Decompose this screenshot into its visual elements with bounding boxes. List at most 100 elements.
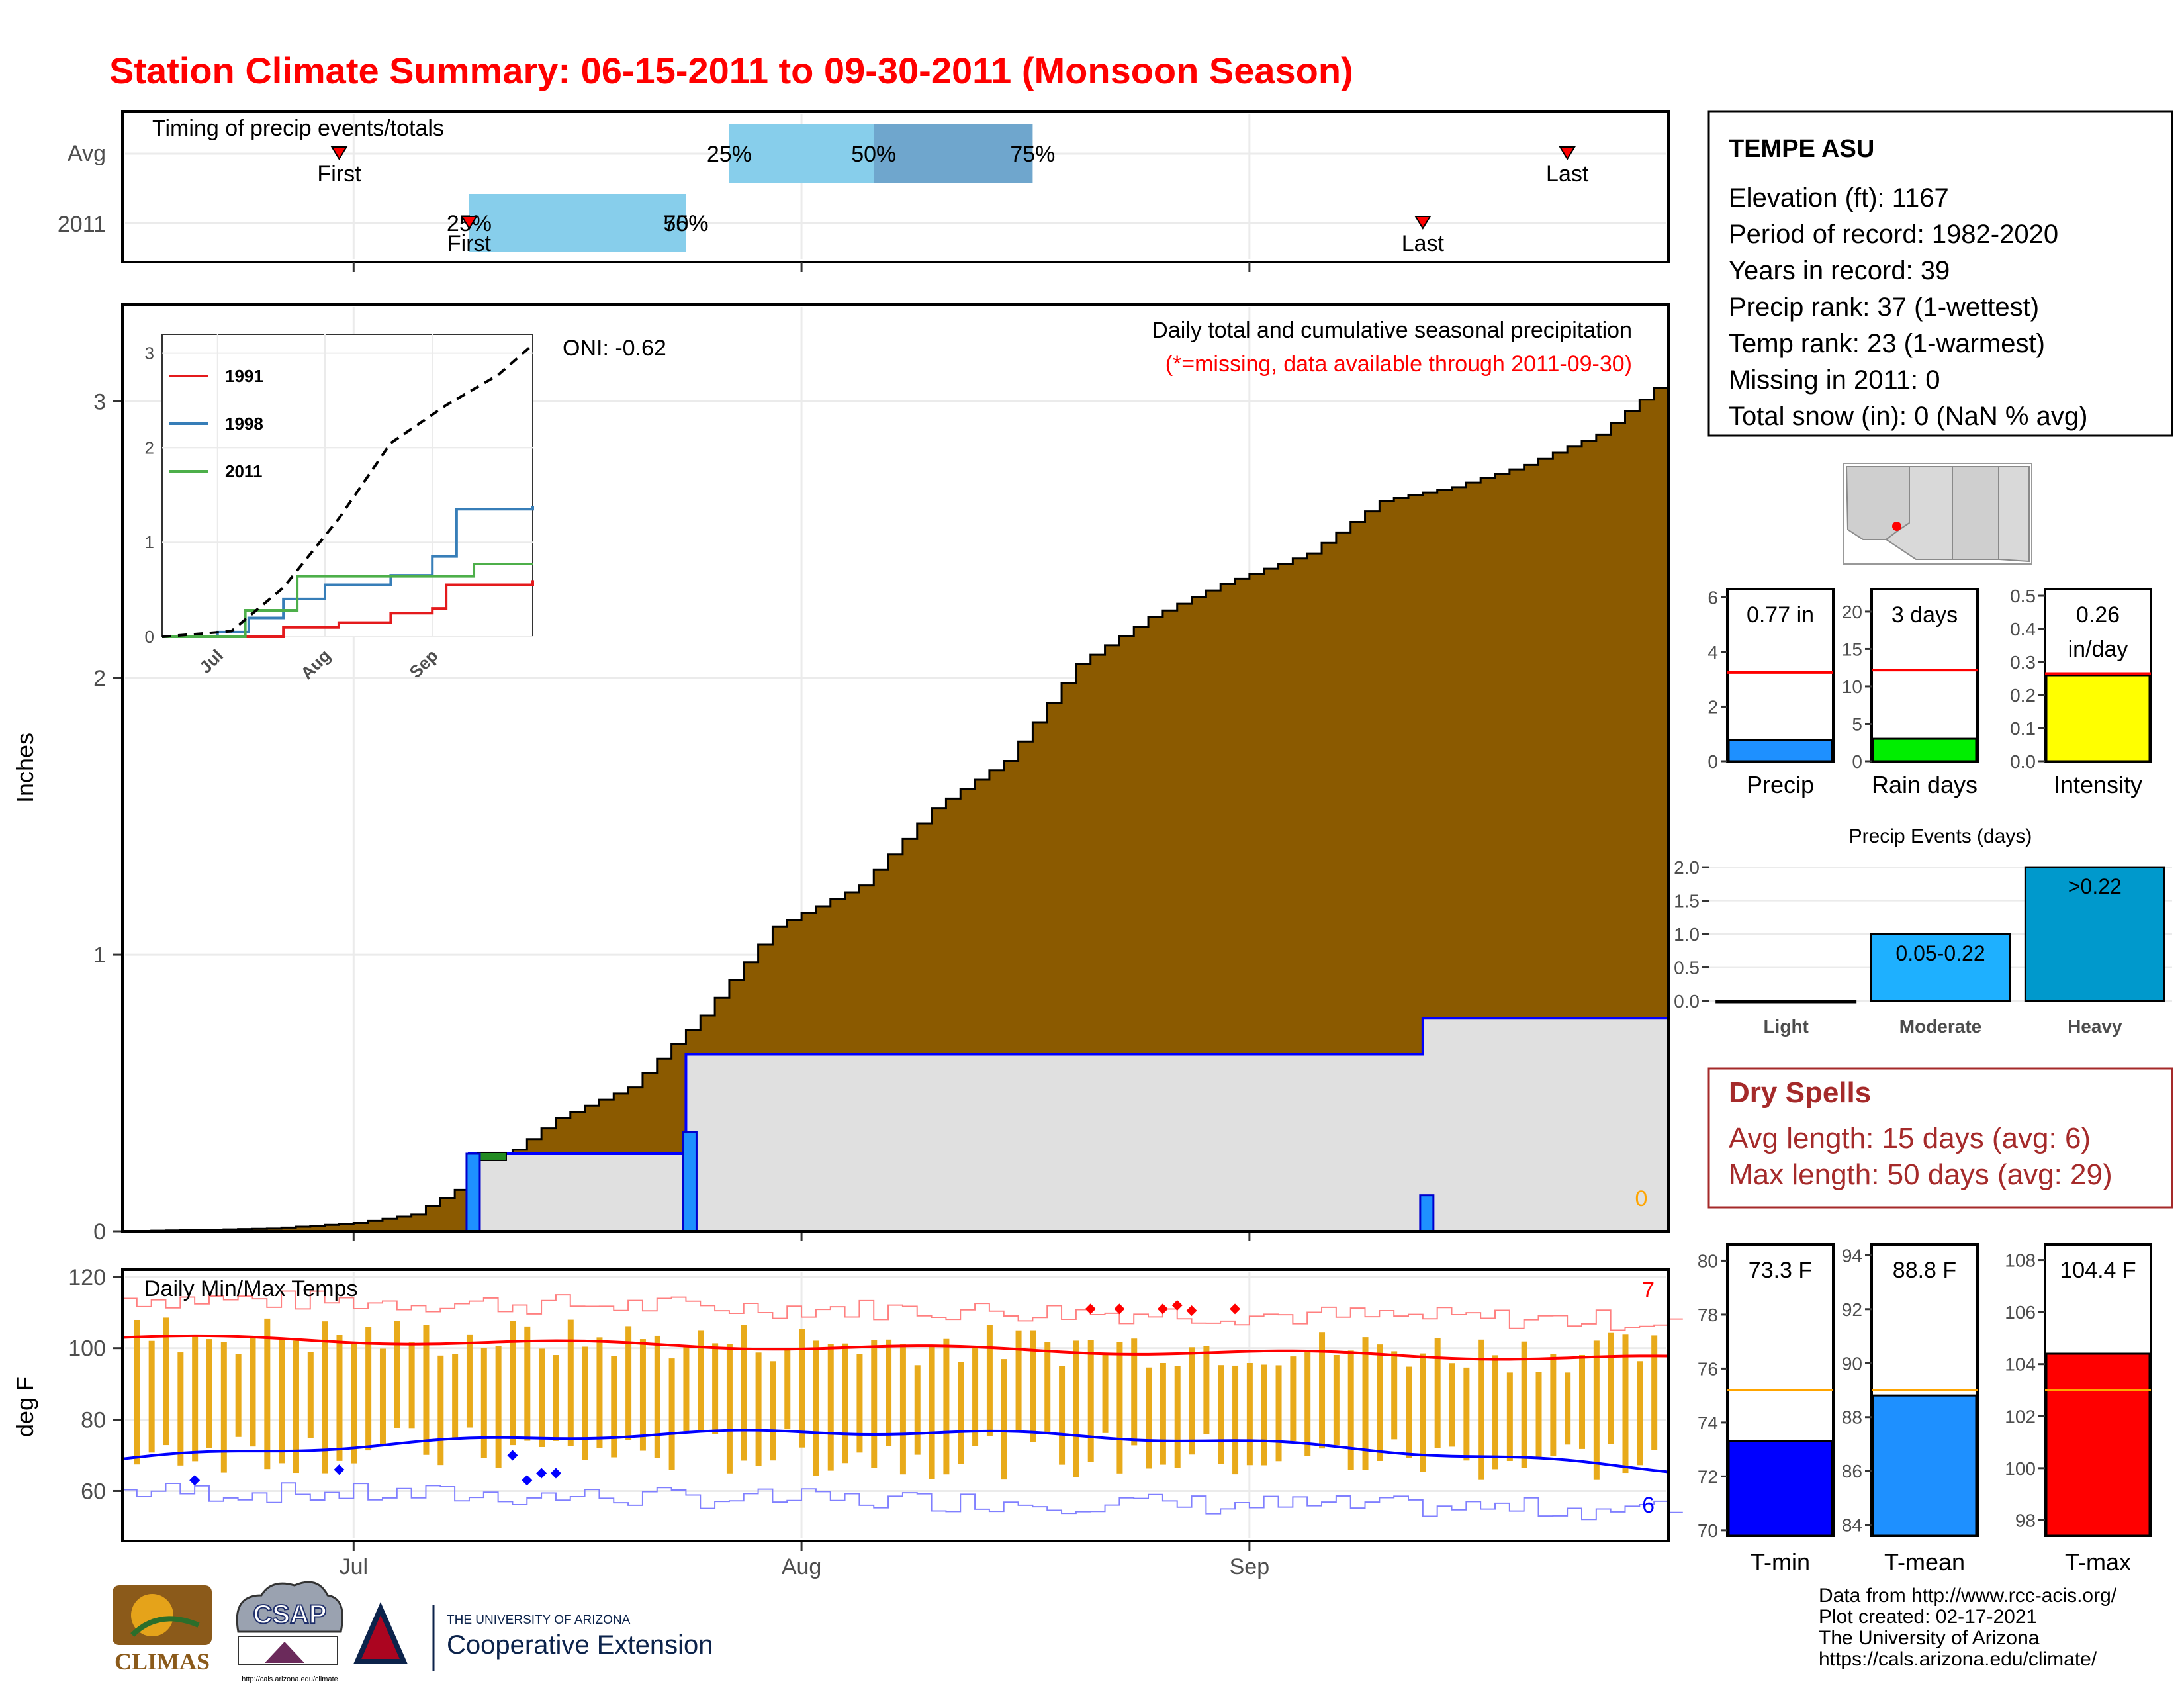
dry-spells-max: Max length: 50 days (avg: 29) xyxy=(1729,1158,2113,1191)
record-high-marker xyxy=(1230,1303,1241,1315)
daily-temp-bar xyxy=(611,1356,617,1458)
daily-temp-bar xyxy=(1015,1330,1022,1430)
mini-bar-tick-label: 10 xyxy=(1842,677,1862,697)
temp-panel: 60 80 100 120 Jul Aug Sep deg F Daily Min/Max … xyxy=(11,1265,1683,1579)
daily-temp-bar xyxy=(755,1352,762,1466)
temp-bar-tick-label: 72 xyxy=(1698,1466,1718,1487)
daily-temp-bar xyxy=(235,1354,242,1437)
mini-bar-tick-label: 15 xyxy=(1842,639,1862,659)
record-high-line xyxy=(122,1290,1683,1331)
daily-temp-bar xyxy=(1391,1351,1398,1440)
events-x-tick-label: Heavy xyxy=(2068,1016,2122,1037)
events-x-tick-label: Light xyxy=(1763,1016,1808,1037)
mini-bar-tick-label: 0.1 xyxy=(2010,718,2036,739)
daily-temp-bar xyxy=(1449,1363,1455,1447)
inset-series-line-2011 xyxy=(162,563,533,638)
inset-y-tick-label: 0 xyxy=(145,627,154,647)
precip-y-tick-label: 3 xyxy=(93,389,106,414)
temp-bar-t-max xyxy=(2045,1352,2151,1537)
mini-bar-tick-label: 0.5 xyxy=(2010,586,2036,606)
timing-panel-label: Timing of precip events/totals xyxy=(152,116,444,141)
daily-temp-bar xyxy=(625,1326,632,1440)
events-y-tick-label: 1.0 xyxy=(1674,924,1700,945)
mini-bar-tick-label: 0 xyxy=(1852,751,1862,772)
daily-temp-bar xyxy=(1608,1332,1614,1444)
avg-tmin-line xyxy=(122,1429,1669,1474)
credit-line: Data from http://www.rcc-acis.org/ xyxy=(1819,1585,2117,1607)
daily-temp-bar xyxy=(293,1340,299,1474)
precip-panel-frame xyxy=(121,303,1670,1233)
daily-temp-bar xyxy=(1333,1354,1340,1446)
events-y-tick-label: 0.0 xyxy=(1674,991,1700,1011)
timing-bar-2011 xyxy=(469,194,686,252)
daily-temp-bar xyxy=(1319,1332,1326,1449)
daily-temp-bar xyxy=(423,1325,430,1455)
daily-temp-bar xyxy=(1593,1340,1600,1480)
daily-precip-bar xyxy=(1419,1194,1435,1233)
daily-temp-bar xyxy=(958,1362,964,1464)
daily-temp-bar xyxy=(698,1330,704,1432)
above-average-region xyxy=(476,1151,507,1161)
temp-bar-tick-label: 76 xyxy=(1698,1358,1718,1379)
timing-last-label: Last xyxy=(1402,231,1445,256)
temp-panel-frame xyxy=(121,1268,1670,1542)
credit-line: Plot created: 02-17-2021 xyxy=(1819,1606,2037,1628)
daily-temp-bar xyxy=(1275,1365,1282,1462)
mini-bar-precip xyxy=(1727,739,1833,763)
precip-events-chart: Precip Events (days) 0.0 0.5 1.0 1.5 2.0 Light… xyxy=(1674,825,2172,1037)
daily-temp-bar xyxy=(1189,1347,1195,1455)
daily-temp-bar xyxy=(1290,1356,1297,1441)
mini-bar-frame xyxy=(1726,588,1835,763)
daily-temp-bar xyxy=(452,1354,459,1440)
daily-temp-bar xyxy=(639,1339,646,1451)
daily-temp-bar xyxy=(1203,1346,1210,1434)
daily-temp-bar xyxy=(1377,1344,1383,1461)
daily-temp-bar xyxy=(1174,1366,1181,1468)
daily-temp-bar xyxy=(1506,1372,1513,1462)
mini-bar-rain-days xyxy=(1872,737,1978,763)
events-y-tick-label: 1.5 xyxy=(1674,891,1700,912)
daily-precip-bar xyxy=(465,1152,481,1233)
temp-bar-x-label: T-max xyxy=(2065,1548,2131,1575)
daily-temp-bar xyxy=(770,1361,776,1461)
mini-bar-tick-label: 4 xyxy=(1707,642,1718,663)
temp-bar-tick-label: 102 xyxy=(2005,1406,2036,1427)
daily-temp-bar xyxy=(827,1344,834,1471)
temp-x-tick-label: Jul xyxy=(340,1554,368,1579)
missing-note: (*=missing, data available through 2011-… xyxy=(1165,352,1632,377)
record-low-marker xyxy=(334,1464,345,1476)
timing-row-label-2011: 2011 xyxy=(58,212,106,237)
precip-caption: Daily total and cumulative seasonal prec… xyxy=(1152,318,1632,343)
temp-bar-tick-label: 90 xyxy=(1842,1353,1862,1374)
mini-bar-value-label: 0.26 xyxy=(2076,602,2120,628)
mini-bar-intensity xyxy=(2045,674,2151,763)
daily-temp-bar xyxy=(480,1348,487,1458)
csap-logo-text: CSAP xyxy=(253,1600,326,1629)
inset-y-tick-label: 2 xyxy=(145,438,154,457)
temp-y-tick-label: 80 xyxy=(81,1408,106,1433)
daily-temp-bar xyxy=(1651,1335,1658,1450)
dry-spells-frame xyxy=(1707,1067,2173,1209)
timing-bar-50-75 xyxy=(874,124,1033,183)
mini-bar-x-label: Precip xyxy=(1747,771,1814,798)
temp-bar-value-label: 88.8 F xyxy=(1893,1258,1956,1283)
daily-temp-bar xyxy=(683,1346,690,1432)
daily-temp-bar xyxy=(871,1340,878,1468)
station-line: Missing in 2011: 0 xyxy=(1729,365,1940,395)
timing-percent-label: 75% xyxy=(663,211,708,236)
timing-bar-25-50 xyxy=(729,124,874,183)
daily-temp-bar xyxy=(1232,1365,1239,1475)
temp-x-tick-label: Aug xyxy=(782,1554,822,1579)
daily-temp-bar xyxy=(1463,1367,1470,1461)
daily-temp-bar xyxy=(886,1339,892,1446)
dry-spells-avg: Avg length: 15 days (avg: 6) xyxy=(1729,1122,2091,1154)
events-bar-light xyxy=(1715,1000,1857,1004)
timing-percent-label: 75% xyxy=(1010,142,1055,167)
daily-temp-bar xyxy=(466,1334,473,1428)
daily-temp-bar xyxy=(510,1321,516,1446)
daily-temp-bar xyxy=(784,1348,791,1430)
timing-last-label: Last xyxy=(1546,162,1589,187)
timing-percent-label: 25% xyxy=(707,142,752,167)
oni-label: ONI: -0.62 xyxy=(563,336,666,361)
